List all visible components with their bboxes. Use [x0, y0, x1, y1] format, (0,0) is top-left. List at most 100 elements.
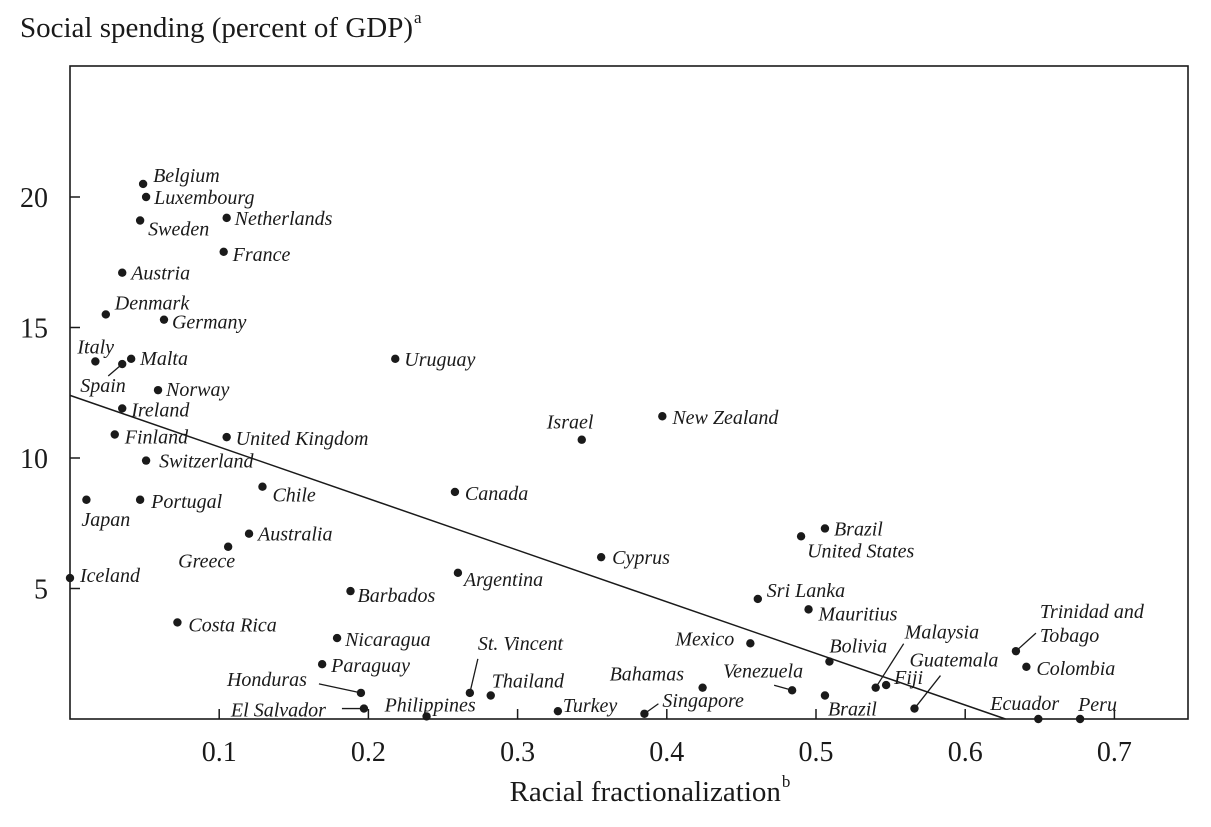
label-malta: Malta [139, 348, 188, 370]
leader-malaysia [875, 643, 905, 689]
label-australia: Australia [256, 524, 332, 546]
label-chile: Chile [272, 485, 315, 507]
label-cyprus: Cyprus [612, 547, 670, 569]
label-peru: Peru [1077, 694, 1117, 716]
label-netherlands: Netherlands [234, 208, 333, 230]
point-chile [258, 482, 267, 491]
label-mexico: Mexico [674, 628, 734, 650]
label-belgium: Belgium [153, 165, 220, 187]
label-greece: Greece [178, 551, 235, 573]
point-trinidad-and-tobago [1011, 646, 1021, 656]
point-barbados [346, 586, 355, 596]
point-guatemala [910, 704, 919, 713]
label-italy: Italy [76, 336, 114, 358]
point-united-kingdom [222, 432, 231, 442]
point-mauritius [804, 605, 813, 614]
point-peru [1075, 714, 1085, 724]
label-costa-rica: Costa Rica [188, 614, 276, 636]
point-finland [110, 430, 119, 439]
label-guatemala: Guatemala [909, 650, 998, 672]
label-thailand: Thailand [492, 671, 565, 693]
point-bolivia [825, 657, 834, 666]
x-tick-label: 0.5 [799, 737, 834, 768]
point-thailand [486, 691, 495, 700]
label-france: France [232, 244, 291, 266]
point-united-states [796, 532, 806, 541]
point-brazil [820, 691, 830, 700]
y-tick-label: 5 [34, 575, 48, 606]
leader-trinidad-and-tobago [1015, 632, 1037, 652]
point-cyprus [596, 552, 606, 562]
x-tick-label: 0.2 [351, 737, 386, 768]
label-sweden: Sweden [148, 218, 209, 240]
x-axis-title: Racial fractionalizationb [509, 772, 791, 808]
label-fiji: Fiji [893, 667, 923, 689]
plot-frame [69, 65, 1189, 720]
point-new-zealand [658, 412, 667, 421]
leader-honduras [318, 683, 362, 694]
y-tick-label: 15 [20, 314, 48, 345]
y-tick-label: 10 [20, 444, 48, 475]
point-canada [450, 487, 460, 497]
label-germany: Germany [172, 312, 247, 334]
label-canada: Canada [465, 483, 528, 505]
label-leader-lines [107, 363, 1037, 715]
point-japan [82, 495, 91, 504]
point-portugal [135, 495, 145, 504]
label-trinidad-and-tobago: Trinidad and Tobago [1040, 601, 1145, 647]
point-australia [244, 529, 254, 538]
label-bahamas: Bahamas [610, 664, 685, 686]
y-tick-label: 20 [20, 183, 48, 214]
label-luxembourg: Luxembourg [153, 187, 254, 209]
label-finland: Finland [124, 427, 189, 449]
label-mauritius: Mauritius [818, 603, 898, 625]
label-singapore: Singapore [662, 690, 744, 712]
point-costa-rica [173, 618, 182, 627]
x-tick-label: 0.6 [948, 737, 983, 768]
y-axis-title: Social spending (percent of GDP)a [20, 8, 422, 44]
label-united-kingdom: United Kingdom [236, 428, 369, 450]
point-turkey [553, 706, 563, 716]
label-philippines: Philippines [384, 694, 476, 716]
label-malaysia: Malaysia [904, 622, 979, 644]
point-uruguay [391, 354, 400, 364]
point-austria [118, 268, 127, 277]
data-points [65, 179, 1085, 724]
point-iceland [65, 573, 75, 583]
point-greece [223, 542, 233, 551]
label-israel: Israel [546, 412, 594, 434]
label-austria: Austria [129, 263, 190, 285]
point-singapore [640, 709, 649, 718]
regression-line [69, 394, 1006, 720]
x-tick-label: 0.1 [202, 737, 237, 768]
label-uruguay: Uruguay [404, 349, 475, 371]
point-denmark [101, 310, 111, 319]
point-nicaragua [332, 633, 342, 643]
point-paraguay [317, 659, 327, 669]
label-norway: Norway [165, 379, 229, 401]
point-brazil [820, 524, 830, 533]
point-netherlands [222, 213, 231, 223]
label-brazil: Brazil [828, 699, 877, 721]
point-sweden [135, 216, 145, 225]
x-tick-label: 0.3 [500, 737, 535, 768]
point-germany [159, 315, 169, 324]
label-argentina: Argentina [462, 569, 543, 591]
point-ireland [118, 404, 127, 413]
point-el-salvador [359, 704, 369, 713]
point-venezuela [787, 686, 797, 695]
label-brazil: Brazil [834, 518, 883, 540]
label-denmark: Denmark [114, 292, 191, 314]
point-bahamas [698, 683, 707, 692]
point-switzerland [141, 456, 151, 465]
label-honduras: Honduras [226, 669, 307, 691]
point-argentina [453, 568, 463, 578]
point-ecuador [1034, 714, 1043, 724]
label-bolivia: Bolivia [829, 636, 887, 658]
x-axis: 0.1 0.2 0.3 0.4 0.5 0.6 0.7 [202, 709, 1132, 768]
point-belgium [138, 179, 148, 189]
label-el-salvador: El Salvador [230, 700, 326, 722]
label-ireland: Ireland [130, 399, 190, 421]
label-new-zealand: New Zealand [671, 407, 779, 429]
